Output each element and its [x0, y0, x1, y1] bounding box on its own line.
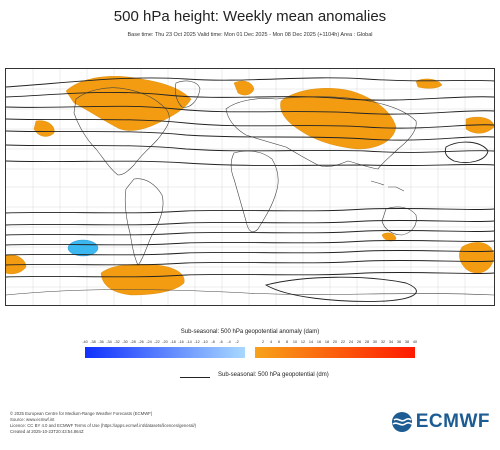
colorbar-tick-label: -36 [98, 340, 104, 344]
colorbar-tick-label: 12 [300, 340, 306, 344]
colorbar-tick-label: 26 [356, 340, 362, 344]
colorbar-tick-label: 24 [348, 340, 354, 344]
source-line: Source: www.ecmwf.int [10, 417, 55, 422]
colorbar-tick-label: 20 [332, 340, 338, 344]
north-america-anomaly [65, 76, 192, 131]
negative-anomalies [67, 239, 99, 257]
colorbar-tick-label: -28 [130, 340, 136, 344]
australia [381, 206, 417, 236]
colorbar-tick-label: 4 [269, 340, 273, 344]
colorbar-tick-label: -14 [186, 340, 192, 344]
arctic-anomaly-east [415, 78, 443, 89]
contour-legend-label: Sub-seasonal: 500 hPa geopotential (dm) [218, 372, 329, 378]
colorbar-tick-label: 22 [340, 340, 346, 344]
atlantic-anomaly [233, 80, 255, 96]
north-pacific-anomaly [33, 120, 55, 137]
colorbar-tick-label: 8 [285, 340, 289, 344]
colorbar-tick-label: 28 [364, 340, 370, 344]
colorbar-tick-label: -32 [114, 340, 120, 344]
indian-ocean-anomaly [381, 232, 397, 242]
anomaly-scale-ticks: -40 -38 -36 -34 -32 -30 -28 -26 -24 -22 -20 -18 -16-… [82, 340, 418, 346]
lat-lon-grid [6, 69, 494, 305]
colorbar-tick-label: -24 [146, 340, 152, 344]
colorbar-tick-label: 18 [324, 340, 330, 344]
logo-text: ECMWF [415, 411, 490, 432]
colorbar-tick-label: -10 [202, 340, 208, 344]
colorbar-tick-label: -2 [235, 340, 239, 344]
colorbar-tick-label: -40 [82, 340, 88, 344]
map-subtitle: Base time: Thu 23 Oct 2025 Valid time: M… [127, 32, 373, 38]
ecmwf-globe-icon [391, 412, 413, 432]
licence-line: Licence: CC BY 4.0 and ECMWF Terms of Us… [10, 423, 197, 428]
colorbar-tick-label: -20 [162, 340, 168, 344]
colorbar-tick-label: -6 [219, 340, 223, 344]
negative-colorbar [85, 347, 245, 358]
colorbar-tick-label: -38 [90, 340, 96, 344]
colorbar-tick-label: 38 [404, 340, 410, 344]
colorbar-tick-label: -18 [170, 340, 176, 344]
north-america [73, 87, 170, 176]
colorbar-tick-label: 6 [277, 340, 281, 344]
colorbar-tick-label: -26 [138, 340, 144, 344]
colorbar-tick-label: 30 [372, 340, 378, 344]
created-line: Created at 2025-10-23T20:43:54.864Z [10, 429, 84, 434]
antarctica [6, 289, 494, 296]
colorbar-tick-label: 2 [261, 340, 265, 344]
footer: © 2025 European Centre for Medium-Range … [10, 411, 196, 435]
south-america [124, 178, 164, 266]
positive-colorbar [255, 347, 415, 358]
colorbar-tick-label: 36 [396, 340, 402, 344]
colorbar-tick-label: -12 [194, 340, 200, 344]
africa [230, 150, 279, 233]
eurasia-anomaly [280, 88, 397, 150]
south-pacific-negative-anomaly [67, 239, 99, 257]
south-pacific-east-anomaly [459, 242, 494, 274]
colorbar-tick-label: -30 [122, 340, 128, 344]
contour-legend-line [180, 377, 210, 378]
anomaly-colorbar [85, 347, 415, 358]
colorbar-tick-label: 16 [316, 340, 322, 344]
height-contours [6, 77, 494, 302]
colorbar-tick-label: 40 [412, 340, 418, 344]
colorbar-tick-label: -4 [227, 340, 231, 344]
colorbar-tick-label: 10 [292, 340, 298, 344]
indonesia [370, 180, 405, 192]
copyright-line: © 2025 European Centre for Medium-Range … [10, 411, 153, 416]
colorbar-tick-label: -34 [106, 340, 112, 344]
map-canvas [6, 69, 494, 305]
ecmwf-logo[interactable]: ECMWF [391, 411, 490, 433]
colorbar-tick-label: -22 [154, 340, 160, 344]
global-map[interactable] [5, 68, 495, 306]
colorbar-tick-label: 14 [308, 340, 314, 344]
positive-anomalies [6, 76, 494, 296]
contour-legend: Sub-seasonal: 500 hPa geopotential (dm) [180, 372, 340, 384]
anomaly-legend-title: Sub-seasonal: 500 hPa geopotential anoma… [180, 329, 320, 335]
page-title: 500 hPa height: Weekly mean anomalies [113, 8, 387, 25]
colorbar-tick-label: -16 [178, 340, 184, 344]
europe-asia [225, 96, 417, 170]
colorbar-tick-label: 34 [388, 340, 394, 344]
colorbar-tick-label: -8 [211, 340, 215, 344]
colorbar-tick-label: 32 [380, 340, 386, 344]
south-pacific-west-anomaly [6, 254, 27, 275]
